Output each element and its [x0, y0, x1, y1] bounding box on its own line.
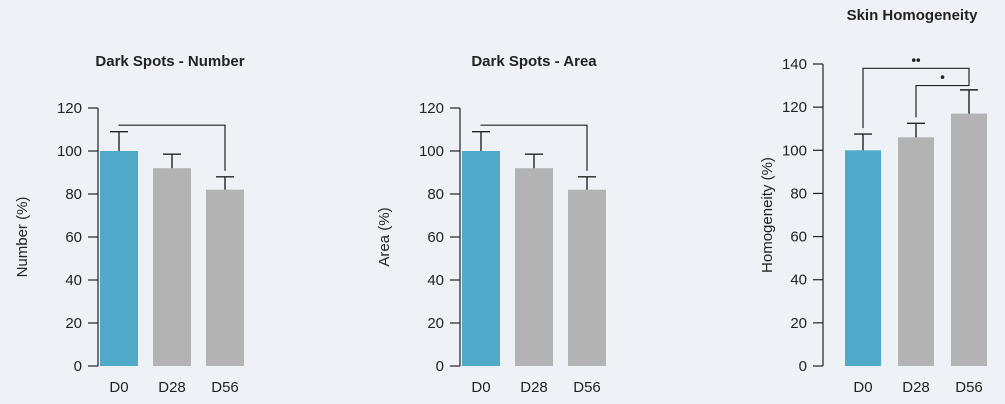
- y-axis-title: Homogeneity (%): [759, 157, 776, 273]
- y-tick-label: 100: [419, 143, 444, 160]
- category-label: D0: [471, 379, 490, 396]
- bar-d56: [568, 189, 606, 366]
- category-label: D0: [853, 379, 872, 396]
- chart-panel-2: Dark Spots - Area Area (%) 0 20 40 60 80 100 120…: [376, 53, 606, 396]
- y-tick-label: 60: [790, 229, 807, 246]
- y-tick-label: 100: [782, 142, 807, 159]
- bar-d28: [898, 137, 934, 366]
- y-tick-label: 120: [782, 99, 807, 116]
- bar-d0: [100, 151, 138, 366]
- bar-d28: [153, 168, 191, 366]
- bar-d56: [951, 113, 987, 366]
- chart-title: Dark Spots - Number: [95, 53, 244, 70]
- bar-d28: [515, 168, 553, 366]
- category-label: D28: [158, 379, 186, 396]
- y-tick-label: 40: [790, 272, 807, 289]
- y-tick-label: 40: [427, 272, 444, 289]
- y-tick-label: 40: [65, 272, 82, 289]
- y-tick-label: 100: [57, 143, 82, 160]
- y-tick-label: 20: [65, 315, 82, 332]
- category-label: D0: [109, 379, 128, 396]
- y-tick-label: 80: [65, 186, 82, 203]
- significance-label: ••: [911, 52, 921, 67]
- y-tick-label: 20: [790, 315, 807, 332]
- y-tick-label: 60: [65, 229, 82, 246]
- y-tick-label: 140: [782, 56, 807, 73]
- y-tick-label: 0: [799, 358, 807, 375]
- chart-title: Skin Homogeneity: [847, 7, 979, 24]
- category-label: D28: [520, 379, 548, 396]
- category-label: D28: [902, 379, 930, 396]
- bar-d56: [206, 189, 244, 366]
- y-tick-label: 0: [436, 358, 444, 375]
- chart-panel-1: Dark Spots - Number Number (%) 0 20 40 60 80 10…: [14, 53, 245, 396]
- category-label: D56: [955, 379, 983, 396]
- y-axis-title: Area (%): [376, 207, 393, 266]
- significance-bracket: [862, 67, 970, 129]
- bar-d0: [462, 151, 500, 366]
- chart-title: Dark Spots - Area: [471, 53, 597, 70]
- y-tick-label: 20: [427, 315, 444, 332]
- y-tick-label: 120: [57, 100, 82, 117]
- y-tick-label: 0: [74, 358, 82, 375]
- bar-d0: [845, 150, 881, 366]
- y-tick-label: 80: [790, 185, 807, 202]
- significance-bracket: [480, 124, 588, 171]
- y-tick-label: 80: [427, 186, 444, 203]
- category-label: D56: [573, 379, 601, 396]
- y-tick-label: 120: [419, 100, 444, 117]
- category-label: D56: [211, 379, 239, 396]
- y-axis-title: Number (%): [14, 197, 31, 278]
- chart-panel-3: Skin Homogeneity Homogeneity (%) 0 20 40 60 80…: [759, 7, 987, 396]
- significance-label: •: [940, 70, 945, 85]
- y-tick-label: 60: [427, 229, 444, 246]
- significance-bracket: [915, 83, 970, 118]
- significance-bracket: [118, 124, 226, 171]
